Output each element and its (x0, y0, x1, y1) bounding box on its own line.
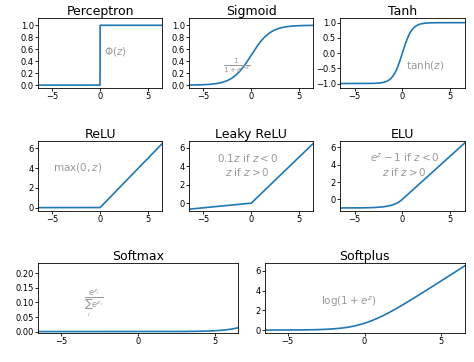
Text: $\frac{e^{z_j}}{\sum_i e^{z_i}}$: $\frac{e^{z_j}}{\sum_i e^{z_i}}$ (84, 288, 104, 319)
Text: $\tanh(z)$: $\tanh(z)$ (406, 59, 444, 72)
Text: $\frac{1}{1+e^{-z}}$: $\frac{1}{1+e^{-z}}$ (223, 56, 250, 75)
Title: Softmax: Softmax (112, 250, 164, 263)
Title: Softplus: Softplus (339, 250, 390, 263)
Title: ReLU: ReLU (84, 127, 116, 140)
Text: $\log(1 + e^z)$: $\log(1 + e^z)$ (321, 294, 376, 309)
Title: Sigmoid: Sigmoid (226, 5, 277, 18)
Title: Leaky ReLU: Leaky ReLU (215, 127, 287, 140)
Title: Perceptron: Perceptron (66, 5, 134, 18)
Text: $0.1z\ \mathrm{if}\ z < 0$
$z\ \mathrm{if}\ z > 0$: $0.1z\ \mathrm{if}\ z < 0$ $z\ \mathrm{i… (217, 152, 278, 178)
Title: ELU: ELU (391, 127, 414, 140)
Title: Tanh: Tanh (388, 5, 417, 18)
Text: $e^z - 1\ \mathrm{if}\ z < 0$
$z\ \mathrm{if}\ z > 0$: $e^z - 1\ \mathrm{if}\ z < 0$ $z\ \mathr… (370, 152, 440, 178)
Text: $\max(0, z)$: $\max(0, z)$ (53, 161, 102, 174)
Text: $\Phi(z)$: $\Phi(z)$ (104, 45, 127, 58)
